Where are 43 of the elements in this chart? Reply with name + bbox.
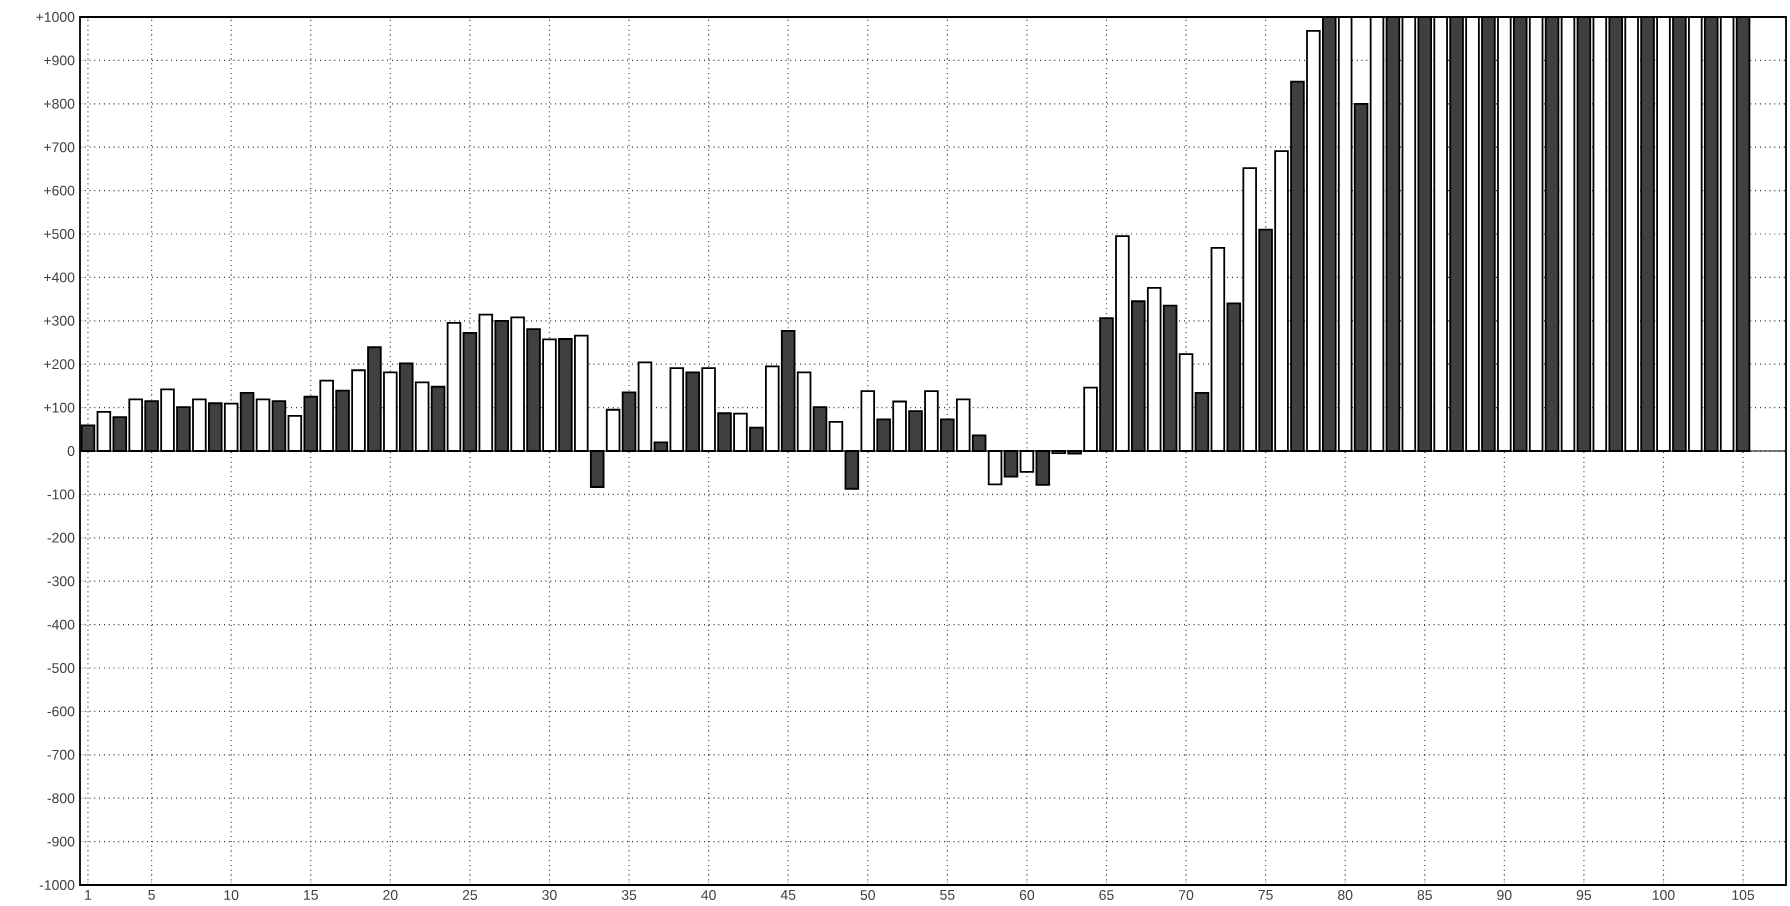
y-tick-label: -300 — [47, 576, 75, 587]
x-tick-label: 35 — [621, 890, 637, 900]
y-tick-label: +600 — [44, 185, 75, 196]
y-tick-label: -200 — [47, 532, 75, 543]
y-tick-label: -700 — [47, 749, 75, 760]
x-tick-label: 10 — [224, 890, 239, 900]
y-tick-label: +800 — [44, 98, 75, 109]
y-tick-label: +900 — [44, 55, 75, 66]
x-tick-label: 15 — [304, 890, 318, 900]
x-tick-label: 80 — [1338, 890, 1353, 900]
x-tick-label: 1 — [85, 890, 92, 900]
x-tick-label: 105 — [1732, 890, 1755, 900]
x-tick-label: 85 — [1417, 890, 1432, 900]
x-tick-label: 40 — [701, 890, 716, 900]
y-tick-label: +200 — [44, 359, 75, 370]
x-tick-label: 20 — [383, 890, 398, 900]
y-tick-label: +400 — [44, 272, 75, 283]
x-tick-label: 90 — [1497, 890, 1512, 900]
x-tick-label: 65 — [1099, 890, 1114, 900]
y-tick-label: 0 — [67, 446, 75, 456]
y-tick-label: -600 — [47, 706, 75, 717]
x-tick-label: 5 — [148, 890, 155, 900]
y-tick-label: -1000 — [39, 880, 75, 890]
y-tick-label: -900 — [47, 836, 75, 847]
x-tick-label: 25 — [462, 890, 478, 900]
x-tick-label: 95 — [1576, 890, 1592, 900]
x-tick-label: 30 — [542, 890, 557, 900]
x-tick-label: 50 — [860, 890, 875, 900]
y-tick-label: +1000 — [36, 12, 75, 22]
y-tick-label: -100 — [47, 489, 75, 500]
y-tick-label: +500 — [44, 229, 75, 239]
y-tick-label: +300 — [44, 315, 75, 326]
x-tick-label: 70 — [1178, 890, 1194, 900]
y-tick-label: -400 — [47, 619, 75, 630]
x-tick-label: 45 — [780, 890, 796, 900]
x-tick-label: 55 — [940, 890, 955, 900]
x-tick-label: 60 — [1019, 890, 1035, 900]
y-tick-label: -500 — [47, 663, 75, 673]
y-tick-label: +100 — [44, 402, 75, 413]
x-tick-label: 75 — [1258, 890, 1273, 900]
y-tick-label: -800 — [47, 793, 75, 804]
y-tick-label: +700 — [44, 142, 75, 153]
x-tick-label: 100 — [1652, 890, 1675, 900]
